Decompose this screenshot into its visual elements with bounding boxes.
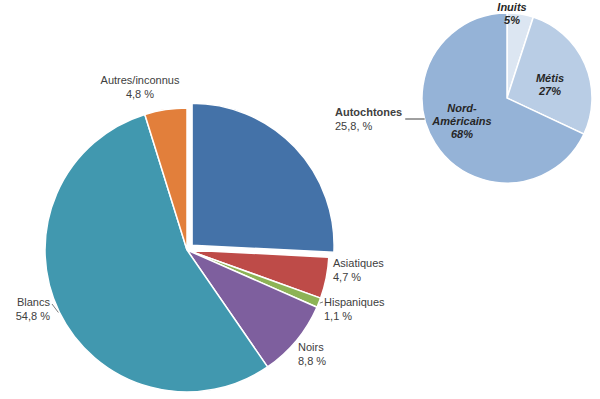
pie-slice [45, 114, 268, 392]
secondary-labels: Inuits5% Métis27% Nord-Américains68% [431, 1, 564, 140]
leader-line [52, 304, 58, 313]
label-line: Inuits [497, 1, 526, 13]
label-line: Américains [431, 115, 491, 127]
connector-line [405, 119, 424, 120]
slice-value-label: 5% [504, 14, 520, 26]
main-labels: Autochtones 25,8, % Asiatiques 4,7 % Hispani… [16, 74, 402, 367]
label-line: Métis [536, 72, 564, 84]
slice-value-label: 25,8, % [335, 120, 373, 132]
slice-category-label: Autochtones [335, 106, 402, 118]
secondary-pie [422, 13, 592, 183]
slice-category-label: Métis [536, 72, 564, 84]
pie-slice [422, 13, 584, 183]
slice-value-label: 4,7 % [333, 271, 361, 283]
slice-value-label: 54,8 % [16, 310, 50, 322]
slice-value-label: 68% [451, 128, 473, 140]
leader-line [320, 302, 323, 303]
slice-category-label: Nord-Américains [431, 102, 491, 127]
slice-category-label: Blancs [17, 296, 51, 308]
main-pie [45, 103, 334, 392]
pie-slice [192, 103, 334, 252]
chart-container: Autochtones 25,8, % Asiatiques 4,7 % Hispani… [0, 0, 600, 399]
slice-category-label: Inuits [497, 1, 526, 13]
slice-category-label: Autres/inconnus [101, 74, 180, 86]
slice-category-label: Noirs [298, 341, 324, 353]
slice-value-label: 27% [538, 85, 561, 97]
label-line: Nord- [447, 102, 477, 114]
pie-slice [145, 108, 187, 250]
chart-svg: Autochtones 25,8, % Asiatiques 4,7 % Hispani… [0, 0, 600, 399]
slice-category-label: Hispaniques [324, 296, 385, 308]
slice-value-label: 1,1 % [324, 310, 352, 322]
slice-value-label: 4,8 % [126, 88, 154, 100]
slice-value-label: 8,8 % [298, 355, 326, 367]
slice-category-label: Asiatiques [333, 257, 384, 269]
